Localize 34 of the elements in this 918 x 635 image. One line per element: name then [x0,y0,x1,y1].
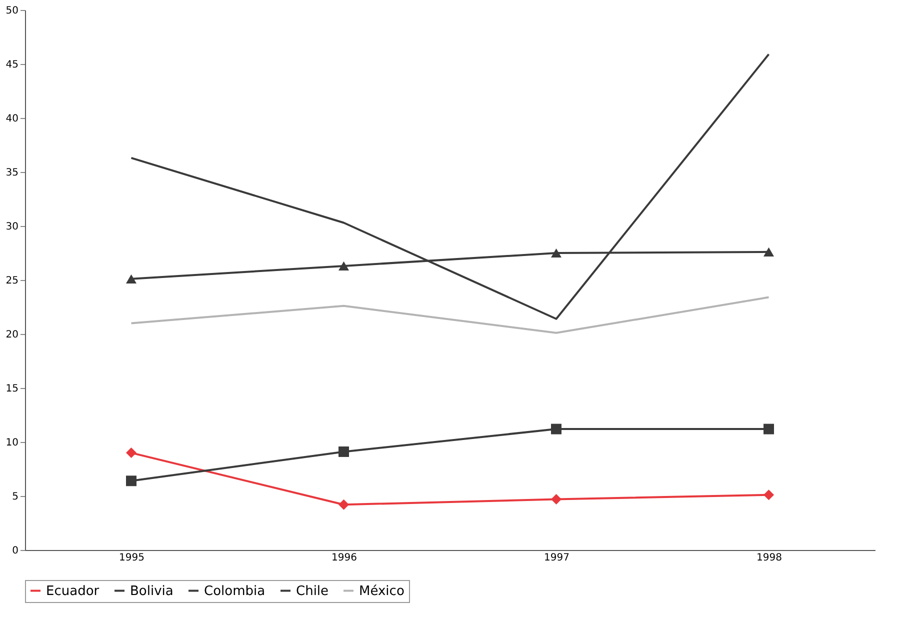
line-series [130,296,770,334]
point [338,499,349,510]
y-tick-label: 25 [6,276,18,286]
point [551,248,562,258]
point [551,424,562,434]
legend-label: México [359,584,404,599]
legend-label: Chile [296,584,329,599]
x-tick-label: 1998 [756,552,782,564]
point [338,261,349,270]
y-tick-label: 40 [6,114,18,124]
point [764,424,774,434]
legend-label: Bolivia [130,584,174,599]
y-tick-label: 0 [12,546,18,556]
legend-label: Ecuador [46,584,100,599]
point [126,476,136,486]
y-tick-label: 10 [6,438,18,448]
y-tick-label: 20 [6,330,18,340]
line-series [130,53,770,320]
point [764,490,774,500]
point [126,448,136,458]
point [551,494,562,504]
x-tick-label: 1995 [119,552,144,564]
x-tick-label: 1996 [332,552,357,564]
x-tick-label: 1997 [544,552,570,564]
y-tick-label: 30 [6,222,18,232]
legend-label: Colombia [204,584,266,599]
y-tick-label: 50 [6,6,18,16]
y-tick-label: 35 [6,168,18,178]
y-tick-label: 15 [6,384,18,394]
point [126,274,136,284]
point [764,247,774,256]
y-tick-label: 45 [6,60,18,70]
point [338,446,349,457]
y-tick-label: 5 [12,492,18,502]
